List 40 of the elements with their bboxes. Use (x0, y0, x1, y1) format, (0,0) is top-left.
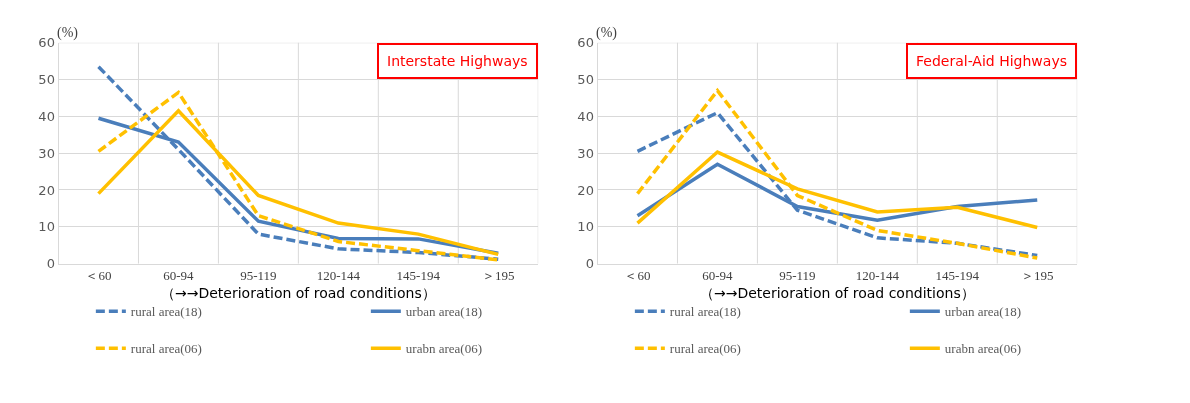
y-axis-title: (%) (57, 25, 79, 41)
x-tick-label: 95-119 (779, 268, 816, 284)
x-tick-label: ＞195 (1020, 268, 1054, 284)
x-tick-label: 145-194 (396, 268, 441, 284)
y-tick-label: 50 (577, 72, 594, 88)
y-tick-label: 50 (38, 72, 55, 88)
legend-label: rural area(18) (130, 304, 202, 320)
y-tick-label: 20 (577, 182, 594, 198)
legend-label: urabn area(06) (405, 341, 483, 357)
x-tick-label: 60-94 (702, 268, 734, 284)
x-tick-label: ＜60 (624, 268, 651, 284)
y-tick-label: 20 (38, 182, 55, 198)
legend-label: rural area(06) (669, 341, 741, 357)
x-tick-label: ＞195 (481, 268, 515, 284)
x-tick-label: 120-144 (855, 268, 900, 284)
x-axis-title: （→→Deterioration of road conditions） (700, 285, 975, 302)
x-axis-title: （→→Deterioration of road conditions） (161, 285, 436, 302)
y-tick-label: 0 (585, 256, 594, 272)
y-tick-label: 30 (577, 145, 594, 161)
legend-label: urban area(18) (944, 304, 1022, 320)
text: Interstate Highways (387, 53, 528, 69)
y-tick-label: 40 (38, 108, 55, 124)
y-tick-label: 10 (38, 219, 55, 235)
text: Federal-Aid Highways (916, 53, 1067, 69)
y-tick-label: 40 (577, 108, 594, 124)
legend-label: rural area(18) (669, 304, 741, 320)
y-axis-title: (%) (596, 25, 618, 41)
legend-label: urabn area(06) (944, 341, 1022, 357)
legend-label: rural area(06) (130, 341, 202, 357)
legend-label: urban area(18) (405, 304, 483, 320)
x-tick-label: 60-94 (163, 268, 195, 284)
x-tick-label: 120-144 (316, 268, 361, 284)
x-tick-label: ＜60 (85, 268, 112, 284)
y-tick-label: 0 (46, 256, 55, 272)
x-tick-label: 145-194 (935, 268, 980, 284)
y-tick-label: 60 (38, 35, 55, 51)
x-tick-label: 95-119 (240, 268, 277, 284)
y-tick-label: 60 (577, 35, 594, 51)
y-tick-label: 30 (38, 145, 55, 161)
y-tick-label: 10 (577, 219, 594, 235)
